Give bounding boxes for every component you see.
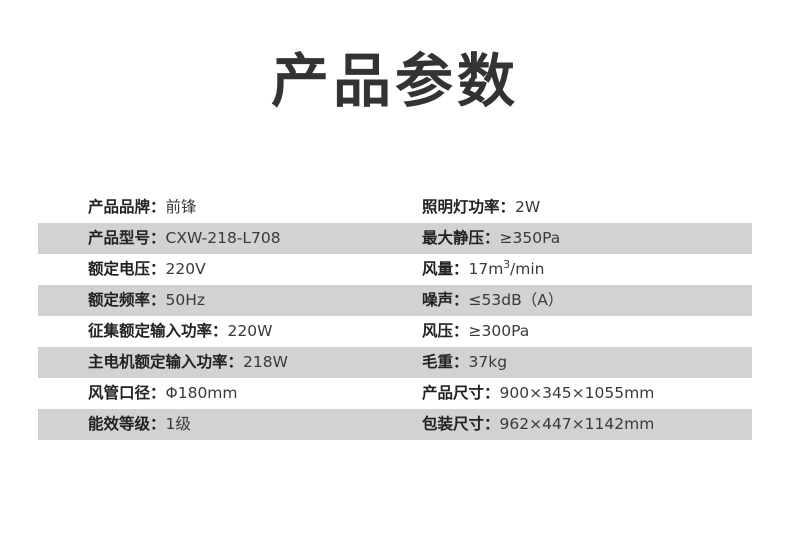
spec-cell-right: 风压：≥300Pa xyxy=(405,316,752,347)
spec-value: 1级 xyxy=(165,415,191,433)
spec-value: 220W xyxy=(227,322,273,340)
spec-label: 额定电压： xyxy=(88,260,166,278)
spec-label: 照明灯功率： xyxy=(422,198,516,216)
table-row: 产品品牌：前锋 照明灯功率：2W xyxy=(38,192,752,223)
table-row: 主电机额定输入功率：218W 毛重：37kg xyxy=(38,347,752,378)
spec-label: 毛重： xyxy=(422,353,469,371)
table-row: 征集额定输入功率：220W 风压：≥300Pa xyxy=(38,316,752,347)
spec-cell-left: 额定电压：220V xyxy=(38,254,405,285)
table-row: 额定频率：50Hz 噪声：≤53dB（A） xyxy=(38,285,752,316)
table-row: 产品型号：CXW-218-L708 最大静压：≥350Pa xyxy=(38,223,752,254)
spec-cell-right: 产品尺寸：900×345×1055mm xyxy=(405,378,752,409)
spec-value: 2W xyxy=(515,198,541,216)
spec-label: 风管口径： xyxy=(88,384,166,402)
table-row: 能效等级：1级 包装尺寸：962×447×1142mm xyxy=(38,409,752,440)
spec-value: 220V xyxy=(165,260,206,278)
spec-cell-right: 包装尺寸：962×447×1142mm xyxy=(405,409,752,440)
spec-cell-right: 风量：17m3/min xyxy=(405,254,752,285)
spec-cell-left: 风管口径：Φ180mm xyxy=(38,378,405,409)
spec-label: 产品型号： xyxy=(88,229,166,247)
spec-value: ≥300Pa xyxy=(468,322,530,340)
table-row: 风管口径：Φ180mm 产品尺寸：900×345×1055mm xyxy=(38,378,752,409)
spec-cell-right: 噪声：≤53dB（A） xyxy=(405,285,752,316)
spec-label: 额定频率： xyxy=(88,291,166,309)
spec-label: 风量： xyxy=(422,260,469,278)
table-row: 额定电压：220V 风量：17m3/min xyxy=(38,254,752,285)
spec-value: 37kg xyxy=(468,353,508,371)
spec-value: ≤53dB（A） xyxy=(468,291,564,309)
spec-label: 最大静压： xyxy=(422,229,500,247)
spec-label: 风压： xyxy=(422,322,469,340)
spec-value: CXW-218-L708 xyxy=(165,229,281,247)
spec-value: 50Hz xyxy=(165,291,206,309)
spec-label: 征集额定输入功率： xyxy=(88,322,228,340)
spec-value: 900×345×1055mm xyxy=(499,384,655,402)
page-title: 产品参数 xyxy=(270,47,519,115)
spec-table: 产品品牌：前锋 照明灯功率：2W 产品型号：CXW-218-L708 最大静压：… xyxy=(38,192,752,440)
spec-cell-left: 额定频率：50Hz xyxy=(38,285,405,316)
spec-cell-left: 能效等级：1级 xyxy=(38,409,405,440)
spec-value: Φ180mm xyxy=(165,384,238,402)
spec-cell-left: 产品品牌：前锋 xyxy=(38,192,405,223)
spec-value: 前锋 xyxy=(165,198,197,216)
spec-label: 能效等级： xyxy=(88,415,166,433)
spec-cell-right: 最大静压：≥350Pa xyxy=(405,223,752,254)
spec-label: 产品品牌： xyxy=(88,198,166,216)
spec-cell-left: 主电机额定输入功率：218W xyxy=(38,347,405,378)
spec-value: ≥350Pa xyxy=(499,229,561,247)
spec-value-airflow: 17m3/min xyxy=(468,258,545,278)
spec-cell-right: 毛重：37kg xyxy=(405,347,752,378)
spec-label: 包装尺寸： xyxy=(422,415,500,433)
spec-value: 218W xyxy=(243,353,288,371)
spec-value: 962×447×1142mm xyxy=(499,415,655,433)
spec-label: 产品尺寸： xyxy=(422,384,500,402)
spec-cell-left: 征集额定输入功率：220W xyxy=(38,316,405,347)
spec-cell-left: 产品型号：CXW-218-L708 xyxy=(38,223,405,254)
spec-label: 噪声： xyxy=(422,291,469,309)
spec-cell-right: 照明灯功率：2W xyxy=(405,192,752,223)
spec-label: 主电机额定输入功率： xyxy=(88,353,244,371)
